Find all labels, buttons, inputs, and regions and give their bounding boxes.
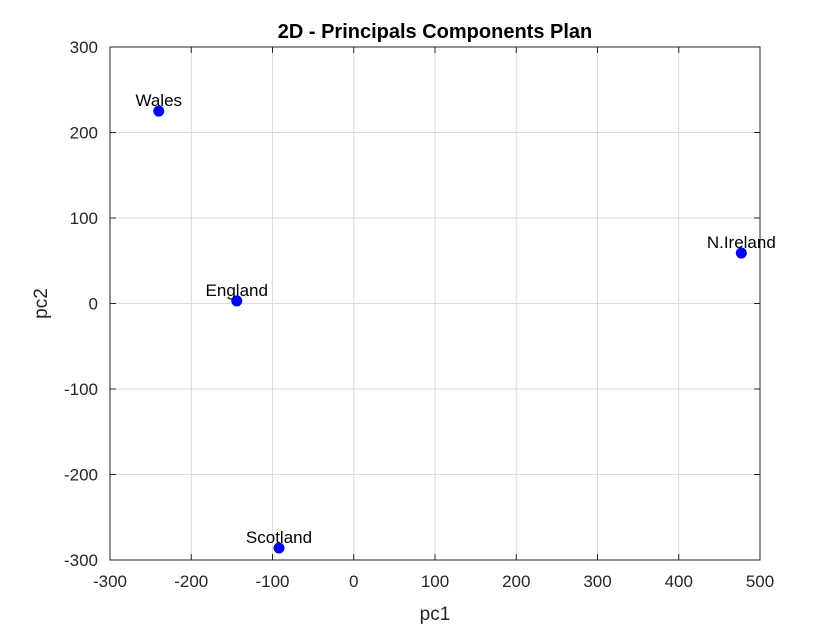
- x-tick-label: 400: [665, 572, 693, 591]
- y-tick-label: 200: [70, 124, 98, 143]
- x-tick-label: 300: [583, 572, 611, 591]
- x-tick-label: 500: [746, 572, 774, 591]
- y-tick-label: 100: [70, 209, 98, 228]
- data-points: Wales England Scotland N.Ireland: [135, 91, 776, 554]
- grid-lines: [109, 46, 761, 561]
- axis-ticks: -300 -200 -100 0 100 200 300 400 500 -300 -200 -100…: [64, 38, 774, 591]
- chart-title: 2D - Principals Components Plan: [278, 21, 593, 43]
- x-tick-label: -300: [93, 572, 127, 591]
- data-point: [735, 247, 747, 259]
- x-tick-label: -200: [174, 572, 208, 591]
- data-point-label: Scotland: [246, 528, 312, 547]
- y-tick-label: 0: [89, 295, 98, 314]
- data-point-label: N.Ireland: [707, 233, 776, 252]
- x-tick-label: 0: [349, 572, 358, 591]
- y-tick-label: -100: [64, 380, 98, 399]
- data-point: [273, 542, 285, 554]
- data-point-label: England: [206, 281, 268, 300]
- y-tick-label: 300: [70, 38, 98, 57]
- data-point-label: Wales: [135, 91, 182, 110]
- x-tick-label: -100: [255, 572, 289, 591]
- y-tick-label: -300: [64, 551, 98, 570]
- data-point: [153, 105, 165, 117]
- y-axis-label: pc2: [31, 288, 52, 319]
- x-tick-label: 200: [502, 572, 530, 591]
- y-tick-label: -200: [64, 466, 98, 485]
- x-tick-label: 100: [421, 572, 449, 591]
- data-point: [231, 295, 243, 307]
- x-axis-label: pc1: [420, 604, 451, 625]
